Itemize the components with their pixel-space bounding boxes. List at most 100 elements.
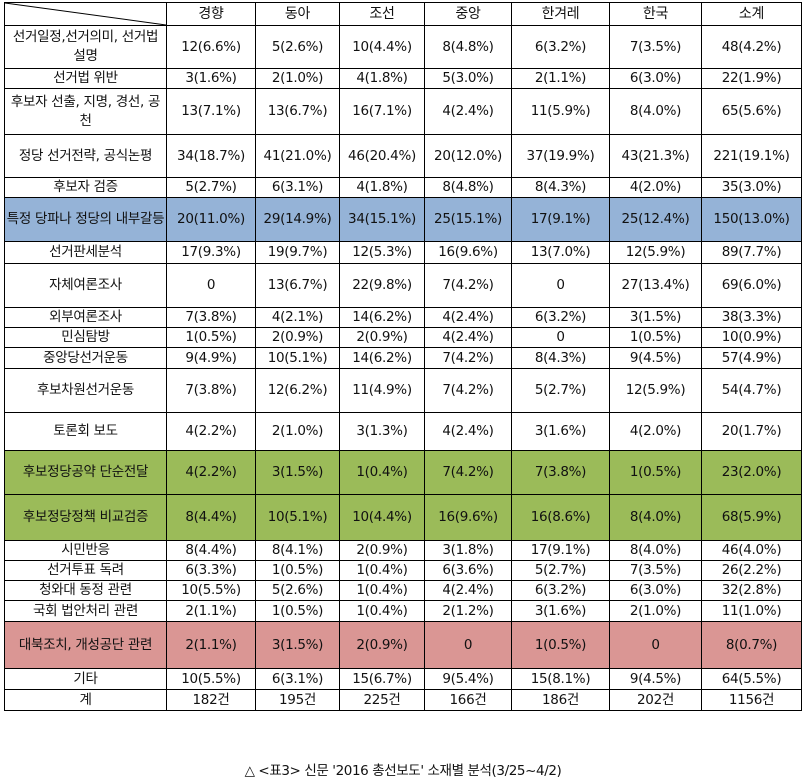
table-row: 기타 10(5.5%) 6(3.1%) 15(6.7%) 9(5.4%) 15(8.1%)… (4, 668, 802, 690)
table-cell: 16(9.6%) (424, 494, 512, 541)
table-cell: 16(8.6%) (511, 494, 610, 541)
table-cell: 10(5.1%) (255, 494, 340, 541)
table-cell: 6(3.0%) (609, 68, 702, 89)
table-row: 후보정당정책 비교검증 8(4.4%) 10(5.1%) 10(4.4%) 16(9.6… (4, 494, 802, 541)
table-cell: 7(4.2%) (424, 368, 512, 413)
table-cell: 2(1.1%) (511, 68, 610, 89)
table-row: 후보자 선출, 지명, 경선, 공천 13(7.1%) 13(6.7%) 16(7.1… (4, 88, 802, 135)
table-cell: 7(4.2%) (424, 347, 512, 369)
table-cell: 8(0.7%) (701, 621, 802, 669)
row-label: 계 (4, 689, 167, 711)
table-cell: 5(2.6%) (255, 25, 340, 69)
table-cell: 4(2.2%) (166, 412, 256, 451)
table-cell: 1(0.4%) (339, 580, 425, 601)
row-label: 국회 법안처리 관련 (4, 600, 167, 622)
corner-cell (4, 2, 167, 26)
table-cell: 5(3.0%) (424, 68, 512, 89)
table-cell: 6(3.2%) (511, 25, 610, 69)
table-cell: 26(2.2%) (701, 560, 802, 581)
table-cell: 8(4.8%) (424, 177, 512, 198)
row-label: 선거일정,선거의미, 선거법 설명 (4, 25, 167, 69)
table-cell: 7(4.2%) (424, 450, 512, 495)
table-cell: 3(1.6%) (166, 68, 256, 89)
table-cell: 4(2.4%) (424, 307, 512, 328)
table-cell: 25(15.1%) (424, 197, 512, 242)
table-cell: 14(6.2%) (339, 347, 425, 369)
table-cell: 4(1.8%) (339, 68, 425, 89)
table-cell: 34(18.7%) (166, 134, 256, 178)
table-cell: 16(7.1%) (339, 88, 425, 135)
table-cell: 20(12.0%) (424, 134, 512, 178)
table-row: 선거법 위반 3(1.6%) 2(1.0%) 4(1.8%) 5(3.0%) 2(1.1%… (4, 68, 802, 89)
table-cell: 9(4.5%) (609, 347, 702, 369)
table-cell: 0 (511, 263, 610, 308)
table-cell: 10(5.1%) (255, 347, 340, 369)
diagonal-line (5, 3, 166, 25)
table-cell: 4(2.4%) (424, 327, 512, 348)
table-cell: 3(1.5%) (255, 621, 340, 669)
table-cell: 10(5.5%) (166, 668, 256, 690)
row-label: 특정 당파나 정당의 내부갈등 (4, 197, 167, 242)
table-cell: 2(0.9%) (255, 327, 340, 348)
table-cell: 6(3.1%) (255, 177, 340, 198)
table-cell: 1(0.4%) (339, 560, 425, 581)
table-cell: 7(3.5%) (609, 25, 702, 69)
table-cell: 13(6.7%) (255, 88, 340, 135)
row-label: 선거법 위반 (4, 68, 167, 89)
analysis-table-container: 경향 동아 조선 중앙 한겨레 한국 소계 선거일정,선거의미, 선거법 설명 1… (4, 2, 802, 711)
table-cell: 8(4.3%) (511, 177, 610, 198)
table-cell: 5(2.7%) (511, 560, 610, 581)
table-cell: 69(6.0%) (701, 263, 802, 308)
row-label: 후보자 선출, 지명, 경선, 공천 (4, 88, 167, 135)
table-row: 선거판세분석 17(9.3%) 19(9.7%) 12(5.3%) 16(9.6%) 13… (4, 241, 802, 264)
row-label: 대북조치, 개성공단 관련 (4, 621, 167, 669)
table-cell: 9(4.5%) (609, 668, 702, 690)
table-cell: 3(1.8%) (424, 540, 512, 561)
table-cell: 8(4.1%) (255, 540, 340, 561)
header-cell: 한겨레 (511, 2, 610, 26)
table-cell: 89(7.7%) (701, 241, 802, 264)
table-cell: 8(4.4%) (166, 494, 256, 541)
table-cell: 46(4.0%) (701, 540, 802, 561)
row-label: 기타 (4, 668, 167, 690)
table-cell: 17(9.1%) (511, 197, 610, 242)
table-cell: 221(19.1%) (701, 134, 802, 178)
row-label: 민심탐방 (4, 327, 167, 348)
table-cell: 8(4.0%) (609, 88, 702, 135)
table-cell: 1(0.5%) (609, 327, 702, 348)
table-cell: 4(2.4%) (424, 88, 512, 135)
table-cell: 7(4.2%) (424, 263, 512, 308)
table-cell: 11(1.0%) (701, 600, 802, 622)
table-cell: 68(5.9%) (701, 494, 802, 541)
table-cell: 8(4.3%) (511, 347, 610, 369)
table-cell: 4(2.1%) (255, 307, 340, 328)
table-row: 후보자 검증 5(2.7%) 6(3.1%) 4(1.8%) 8(4.8%) 8(4.3%… (4, 177, 802, 198)
row-label: 외부여론조사 (4, 307, 167, 328)
table-row: 중앙당선거운동 9(4.9%) 10(5.1%) 14(6.2%) 7(4.2%) 8(4… (4, 347, 802, 369)
table-cell: 2(1.1%) (166, 621, 256, 669)
table-row: 후보정당공약 단순전달 4(2.2%) 3(1.5%) 1(0.4%) 7(4.2%) 7… (4, 450, 802, 495)
table-cell: 12(6.6%) (166, 25, 256, 69)
table-cell: 7(3.8%) (511, 450, 610, 495)
table-cell: 4(2.4%) (424, 412, 512, 451)
table-cell: 15(8.1%) (511, 668, 610, 690)
table-cell: 14(6.2%) (339, 307, 425, 328)
table-cell: 0 (511, 327, 610, 348)
table-caption: △ <표3> 신문 '2016 총선보도' 소재별 분석(3/25~4/2) (244, 763, 562, 779)
table-cell: 13(7.0%) (511, 241, 610, 264)
table-cell: 195건 (255, 689, 340, 711)
table-cell: 166건 (424, 689, 512, 711)
analysis-table: 경향 동아 조선 중앙 한겨레 한국 소계 선거일정,선거의미, 선거법 설명 1… (4, 2, 802, 711)
table-row: 청와대 동정 관련 10(5.5%) 5(2.6%) 1(0.4%) 4(2.4%) 6(… (4, 580, 802, 601)
table-cell: 2(1.0%) (255, 412, 340, 451)
table-cell: 5(2.7%) (511, 368, 610, 413)
table-cell: 1(0.5%) (511, 621, 610, 669)
table-row: 정당 선거전략, 공식논평 34(18.7%) 41(21.0%) 46(20.4%)… (4, 134, 802, 178)
table-cell: 6(3.2%) (511, 307, 610, 328)
table-cell: 1(0.5%) (255, 560, 340, 581)
table-body: 선거일정,선거의미, 선거법 설명 12(6.6%) 5(2.6%) 10(4.4%)… (4, 25, 802, 711)
table-cell: 4(2.0%) (609, 412, 702, 451)
table-cell: 65(5.6%) (701, 88, 802, 135)
table-row: 후보차원선거운동 7(3.8%) 12(6.2%) 11(4.9%) 7(4.2%) 5(… (4, 368, 802, 413)
table-cell: 29(14.9%) (255, 197, 340, 242)
